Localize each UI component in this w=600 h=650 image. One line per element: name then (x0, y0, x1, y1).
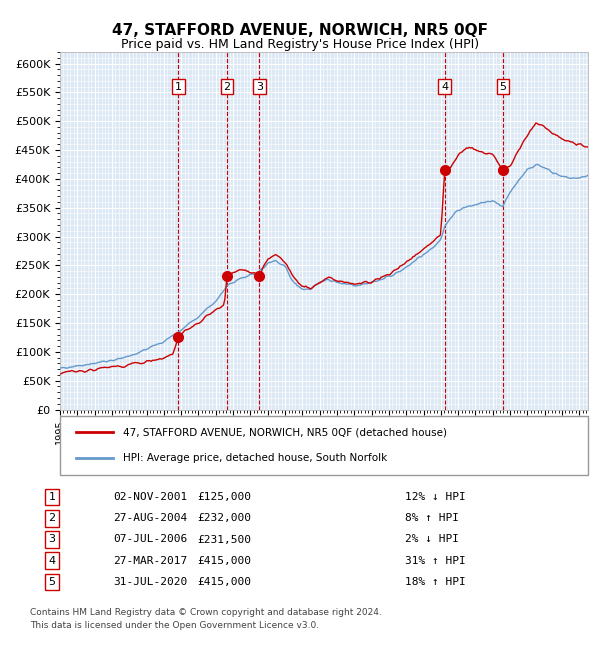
Text: £232,000: £232,000 (197, 514, 251, 523)
Text: £125,000: £125,000 (197, 492, 251, 502)
FancyBboxPatch shape (60, 416, 588, 474)
Text: £415,000: £415,000 (197, 577, 251, 587)
Text: 3: 3 (256, 82, 263, 92)
Text: 27-AUG-2004: 27-AUG-2004 (113, 514, 187, 523)
Text: £415,000: £415,000 (197, 556, 251, 566)
Text: 31-JUL-2020: 31-JUL-2020 (113, 577, 187, 587)
Text: £231,500: £231,500 (197, 534, 251, 545)
Text: 5: 5 (49, 577, 56, 587)
Text: 5: 5 (499, 82, 506, 92)
Text: This data is licensed under the Open Government Licence v3.0.: This data is licensed under the Open Gov… (30, 621, 319, 630)
Text: Price paid vs. HM Land Registry's House Price Index (HPI): Price paid vs. HM Land Registry's House … (121, 38, 479, 51)
Text: Contains HM Land Registry data © Crown copyright and database right 2024.: Contains HM Land Registry data © Crown c… (30, 608, 382, 617)
Text: 2: 2 (223, 82, 230, 92)
Text: 02-NOV-2001: 02-NOV-2001 (113, 492, 187, 502)
Text: 2: 2 (49, 514, 56, 523)
Text: 1: 1 (49, 492, 56, 502)
Text: 18% ↑ HPI: 18% ↑ HPI (406, 577, 466, 587)
Text: 3: 3 (49, 534, 56, 545)
Text: HPI: Average price, detached house, South Norfolk: HPI: Average price, detached house, Sout… (124, 453, 388, 463)
Text: 4: 4 (441, 82, 448, 92)
Text: 12% ↓ HPI: 12% ↓ HPI (406, 492, 466, 502)
Text: 8% ↑ HPI: 8% ↑ HPI (406, 514, 460, 523)
Text: 4: 4 (49, 556, 56, 566)
Text: 47, STAFFORD AVENUE, NORWICH, NR5 0QF (detached house): 47, STAFFORD AVENUE, NORWICH, NR5 0QF (d… (124, 428, 448, 437)
Text: 1: 1 (175, 82, 182, 92)
Text: 2% ↓ HPI: 2% ↓ HPI (406, 534, 460, 545)
Text: 07-JUL-2006: 07-JUL-2006 (113, 534, 187, 545)
Text: 27-MAR-2017: 27-MAR-2017 (113, 556, 187, 566)
Text: 47, STAFFORD AVENUE, NORWICH, NR5 0QF: 47, STAFFORD AVENUE, NORWICH, NR5 0QF (112, 23, 488, 38)
Text: 31% ↑ HPI: 31% ↑ HPI (406, 556, 466, 566)
